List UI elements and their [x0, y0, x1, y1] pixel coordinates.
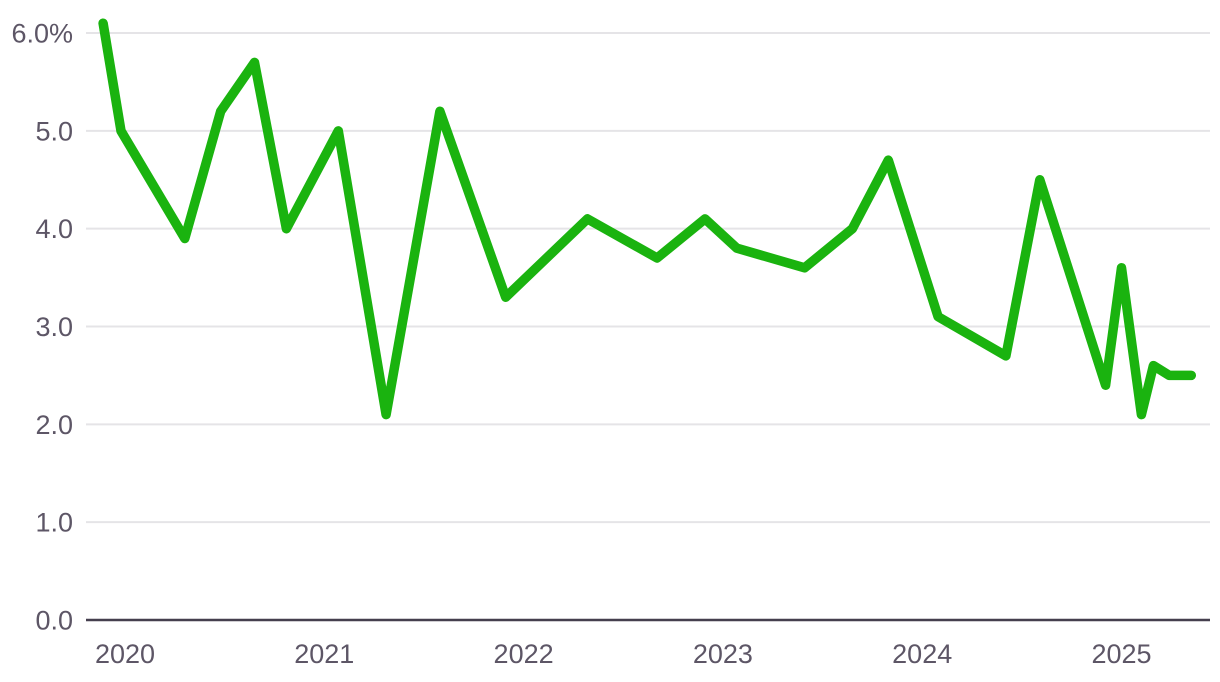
- data-series: [98, 18, 1197, 420]
- gridlines: [86, 32, 1210, 524]
- x-tick-label: 2022: [494, 639, 554, 669]
- x-axis: 2020 2021 2022 2023 2024 2025: [86, 618, 1210, 669]
- y-tick-label: 6.0%: [11, 19, 73, 49]
- x-tick-label: 2020: [95, 639, 155, 669]
- y-tick-label: 4.0: [35, 214, 73, 244]
- y-axis-labels: 0.0 1.0 2.0 3.0 4.0 5.0 6.0%: [11, 19, 73, 636]
- y-tick-label: 5.0: [35, 116, 73, 146]
- x-tick-label: 2023: [693, 639, 753, 669]
- y-tick-label: 0.0: [35, 606, 73, 636]
- y-tick-label: 3.0: [35, 312, 73, 342]
- series-line-percent-rate: [98, 18, 1197, 420]
- x-tick-label: 2021: [294, 639, 354, 669]
- y-tick-label: 2.0: [35, 410, 73, 440]
- x-tick-label: 2025: [1091, 639, 1151, 669]
- y-tick-label: 1.0: [35, 508, 73, 538]
- x-tick-label: 2024: [892, 639, 952, 669]
